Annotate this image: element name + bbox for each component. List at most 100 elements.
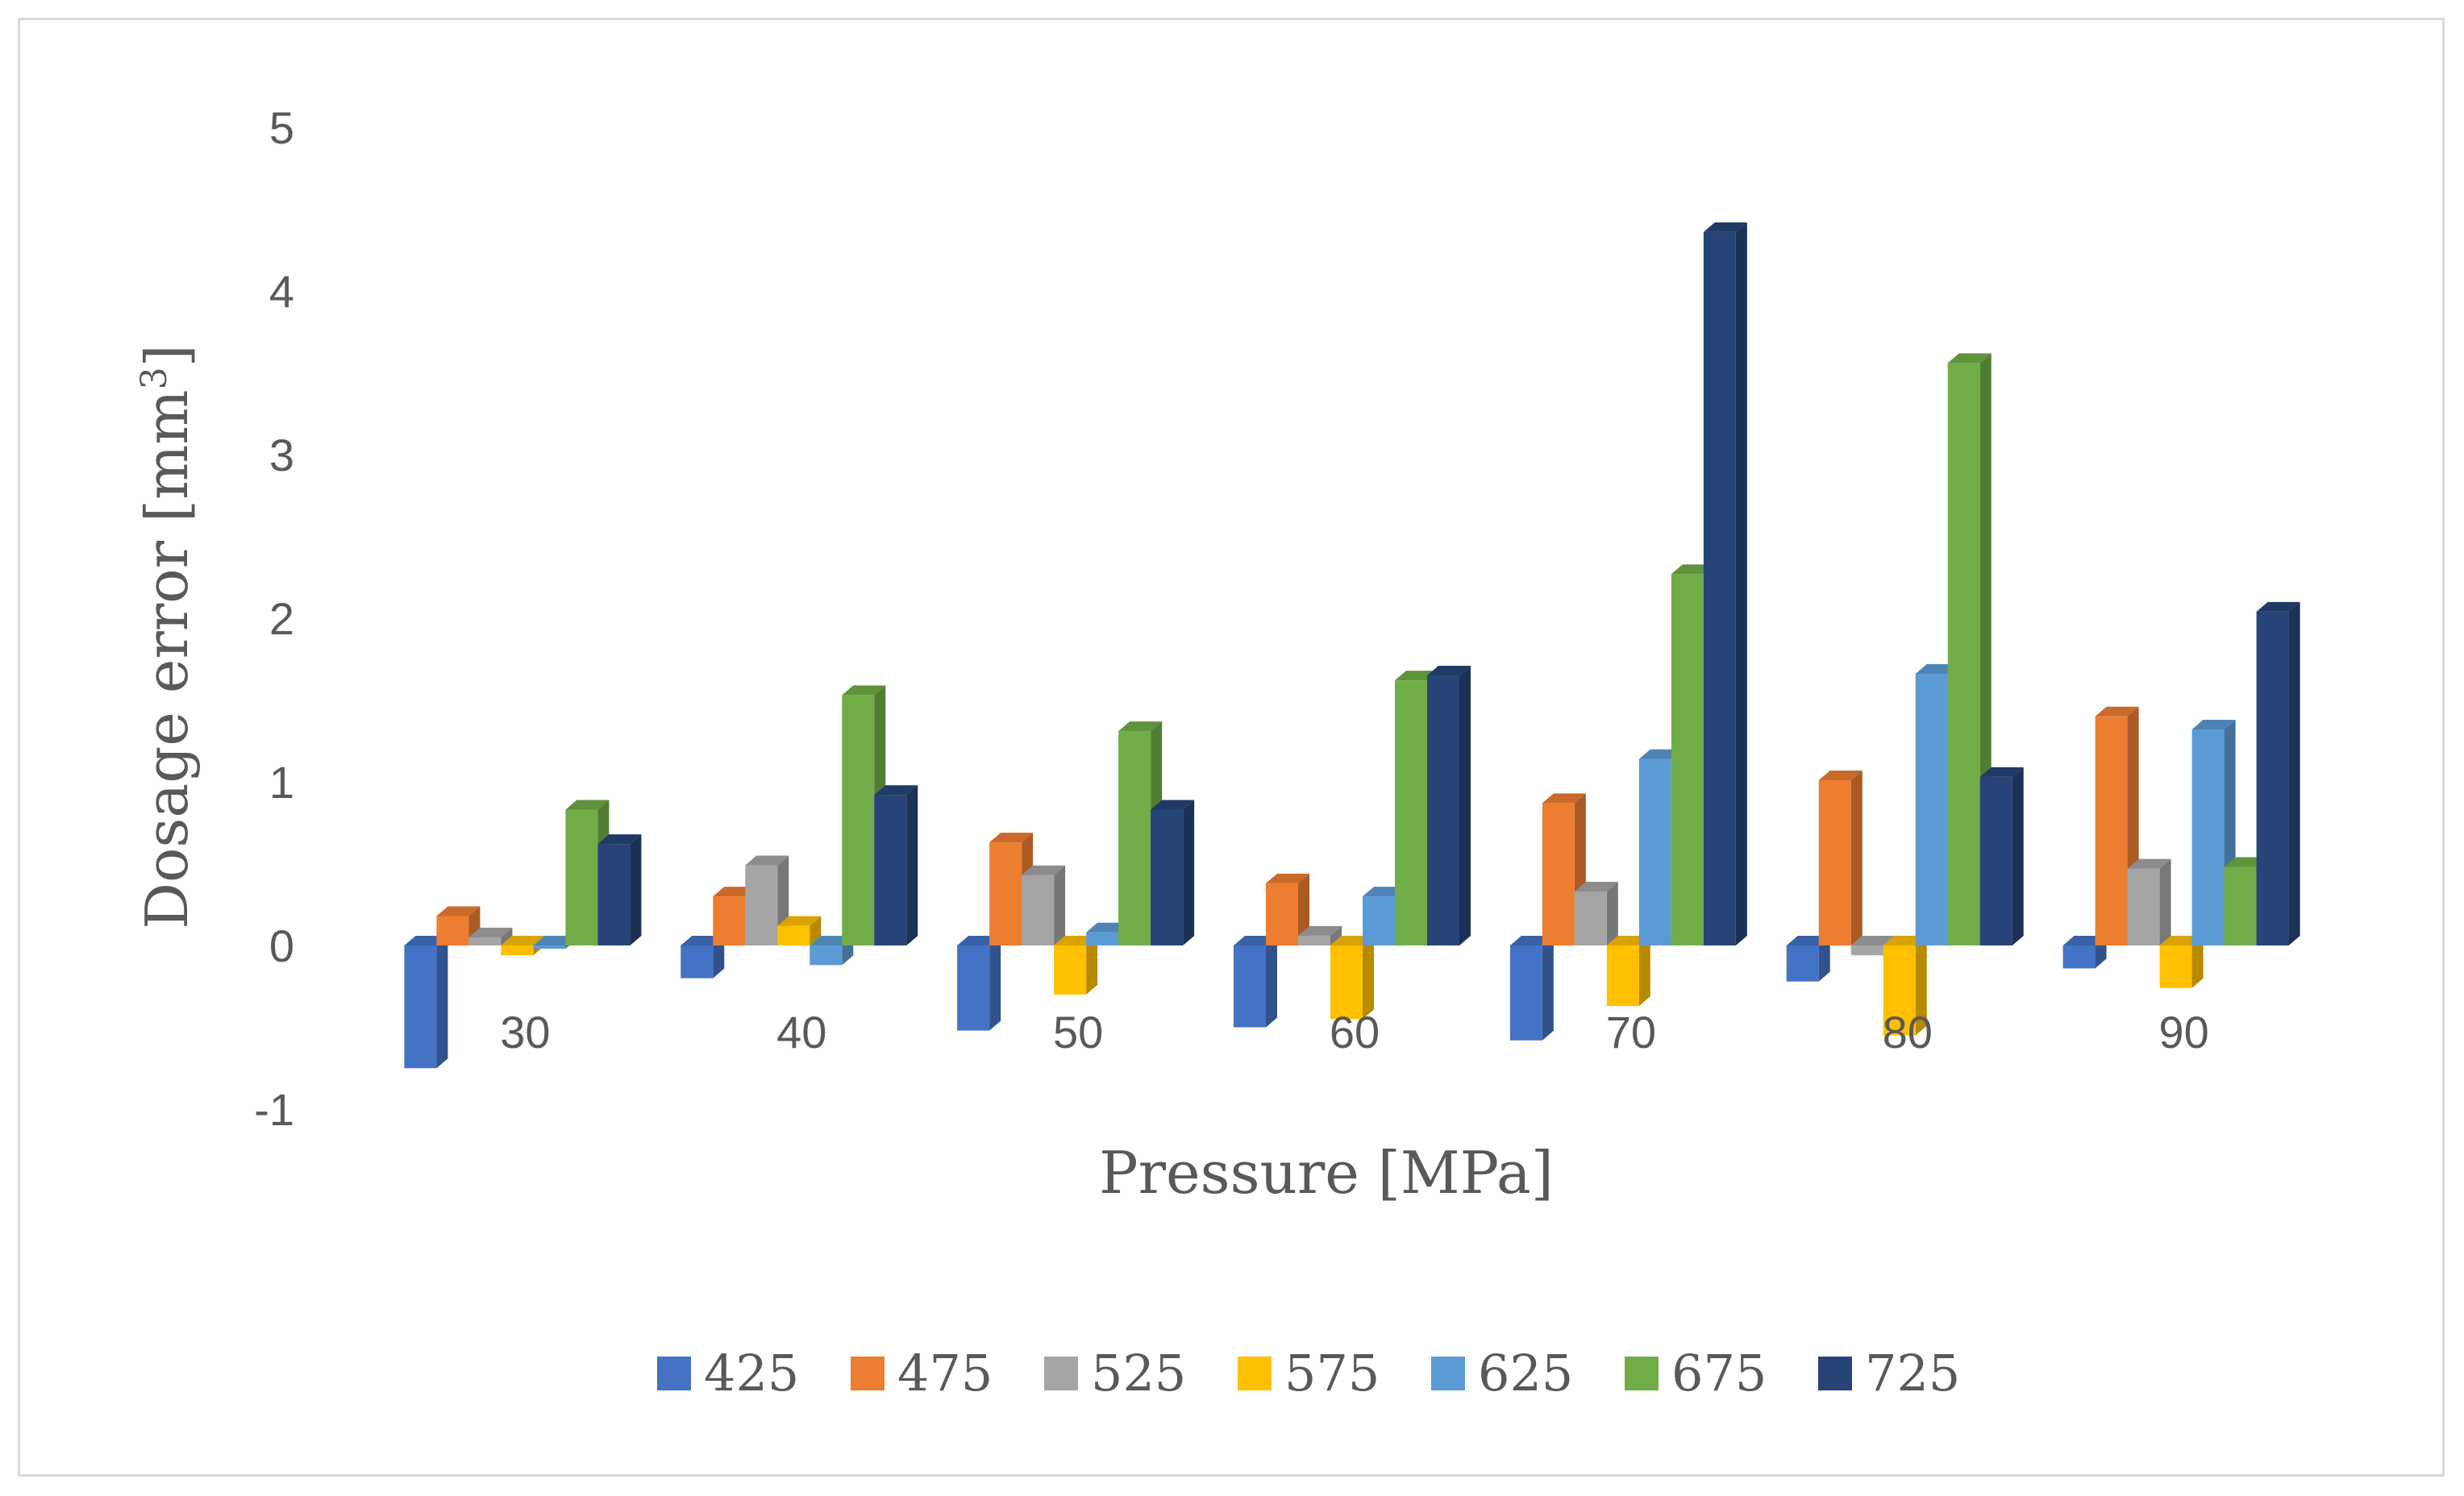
bar-front bbox=[2127, 868, 2160, 945]
y-tick-label: 0 bbox=[269, 920, 294, 971]
bar bbox=[2256, 601, 2300, 945]
bar bbox=[957, 936, 1001, 1031]
bar-front bbox=[874, 795, 907, 945]
bar-front bbox=[533, 945, 566, 950]
bar-front bbox=[1395, 680, 1427, 945]
legend-swatch bbox=[1431, 1357, 1465, 1390]
bar bbox=[777, 916, 822, 945]
bar-front bbox=[989, 842, 1022, 945]
legend-label: 475 bbox=[897, 1344, 993, 1402]
bar-front bbox=[2256, 611, 2289, 945]
bar-front bbox=[810, 945, 843, 966]
bar-side bbox=[2159, 858, 2171, 945]
bar-front bbox=[1054, 945, 1087, 995]
bar-front bbox=[436, 916, 469, 945]
bar-front bbox=[1330, 945, 1363, 1020]
bar-side bbox=[1183, 800, 1195, 945]
bar-top bbox=[842, 685, 886, 696]
legend-item: 625 bbox=[1431, 1344, 1573, 1402]
bar-front bbox=[1606, 945, 1639, 1007]
legend-swatch bbox=[1238, 1357, 1272, 1390]
bar-front bbox=[597, 844, 631, 945]
bar-front bbox=[1574, 891, 1607, 945]
bar bbox=[1979, 767, 2024, 945]
bar-side bbox=[630, 834, 642, 945]
bar-side bbox=[1818, 936, 1830, 982]
bar-front bbox=[1509, 945, 1542, 1041]
legend-swatch bbox=[1818, 1357, 1852, 1390]
bar bbox=[1151, 800, 1195, 945]
bar-side bbox=[436, 936, 448, 1069]
bar-top bbox=[1850, 936, 1895, 945]
bar-side bbox=[1363, 936, 1374, 1020]
bar bbox=[436, 906, 481, 945]
bar bbox=[468, 927, 513, 945]
legend-label: 625 bbox=[1478, 1344, 1573, 1402]
x-tick-label: 40 bbox=[776, 1007, 826, 1058]
bar-top bbox=[1947, 353, 1992, 364]
bar-top bbox=[1151, 800, 1195, 810]
bar bbox=[1818, 770, 1863, 945]
bar bbox=[1234, 936, 1277, 1028]
bar-top bbox=[1022, 865, 1066, 875]
bar-side bbox=[1330, 925, 1342, 945]
y-tick-label: 5 bbox=[269, 102, 294, 153]
bar bbox=[1574, 882, 1618, 945]
bar bbox=[1054, 936, 1098, 995]
x-tick-label: 50 bbox=[1053, 1007, 1103, 1058]
bar-top bbox=[874, 785, 918, 796]
bar bbox=[1509, 936, 1554, 1041]
bar-front bbox=[1266, 883, 1298, 945]
bar-front bbox=[565, 809, 598, 945]
bar-top bbox=[989, 833, 1034, 843]
bar-top bbox=[1574, 882, 1618, 892]
x-tick-label: 30 bbox=[500, 1007, 550, 1058]
bar-top bbox=[1542, 793, 1586, 804]
bar-top bbox=[1266, 873, 1309, 883]
bar-side bbox=[2288, 601, 2300, 945]
bar-front bbox=[1542, 803, 1575, 945]
y-axis-title: Dosage error [mm3] bbox=[133, 344, 201, 929]
legend: 425 475 525 575 625 675 725 bbox=[657, 1344, 1960, 1402]
bar-side bbox=[1542, 936, 1554, 1041]
bar-side bbox=[501, 927, 513, 945]
bar-front bbox=[1298, 935, 1330, 945]
legend-label: 725 bbox=[1865, 1344, 1960, 1402]
bar-side bbox=[1735, 222, 1747, 945]
legend-item: 575 bbox=[1238, 1344, 1380, 1402]
x-tick-label: 80 bbox=[1883, 1007, 1933, 1058]
bar bbox=[1703, 222, 1747, 945]
bar-front bbox=[1703, 231, 1736, 945]
bar-top bbox=[565, 800, 610, 810]
bar-top bbox=[468, 927, 513, 937]
bar-side bbox=[810, 916, 822, 945]
bar-front bbox=[1363, 896, 1395, 945]
bar-top bbox=[745, 855, 789, 866]
legend-label: 575 bbox=[1284, 1344, 1380, 1402]
bar-front bbox=[1086, 932, 1119, 945]
legend-item: 525 bbox=[1044, 1344, 1186, 1402]
y-axis-title-text: Dosage error [mm bbox=[133, 389, 201, 929]
bar bbox=[1298, 925, 1342, 945]
legend-item: 725 bbox=[1818, 1344, 1960, 1402]
legend-item: 675 bbox=[1625, 1344, 1767, 1402]
bar-front bbox=[1118, 731, 1151, 945]
bar-top bbox=[436, 906, 481, 916]
bar-front bbox=[957, 945, 990, 1031]
bar-front bbox=[1638, 758, 1671, 945]
bar bbox=[2127, 858, 2171, 945]
bar-top bbox=[777, 916, 822, 926]
bar-front bbox=[745, 865, 778, 945]
bar-top bbox=[1818, 770, 1863, 780]
x-axis-ticks: 30 40 50 60 70 80 90 bbox=[500, 1007, 2208, 1058]
bar-side bbox=[1915, 936, 1927, 1036]
bar bbox=[874, 785, 918, 945]
bar-top bbox=[1298, 925, 1342, 936]
bar-side bbox=[1459, 666, 1471, 945]
bar-top bbox=[1427, 666, 1471, 676]
bar bbox=[1606, 936, 1650, 1007]
bar-side bbox=[1606, 882, 1618, 945]
y-axis-title-superscript: 3 bbox=[134, 367, 175, 389]
bar-front bbox=[1022, 875, 1055, 945]
bar-front bbox=[1947, 363, 1980, 945]
